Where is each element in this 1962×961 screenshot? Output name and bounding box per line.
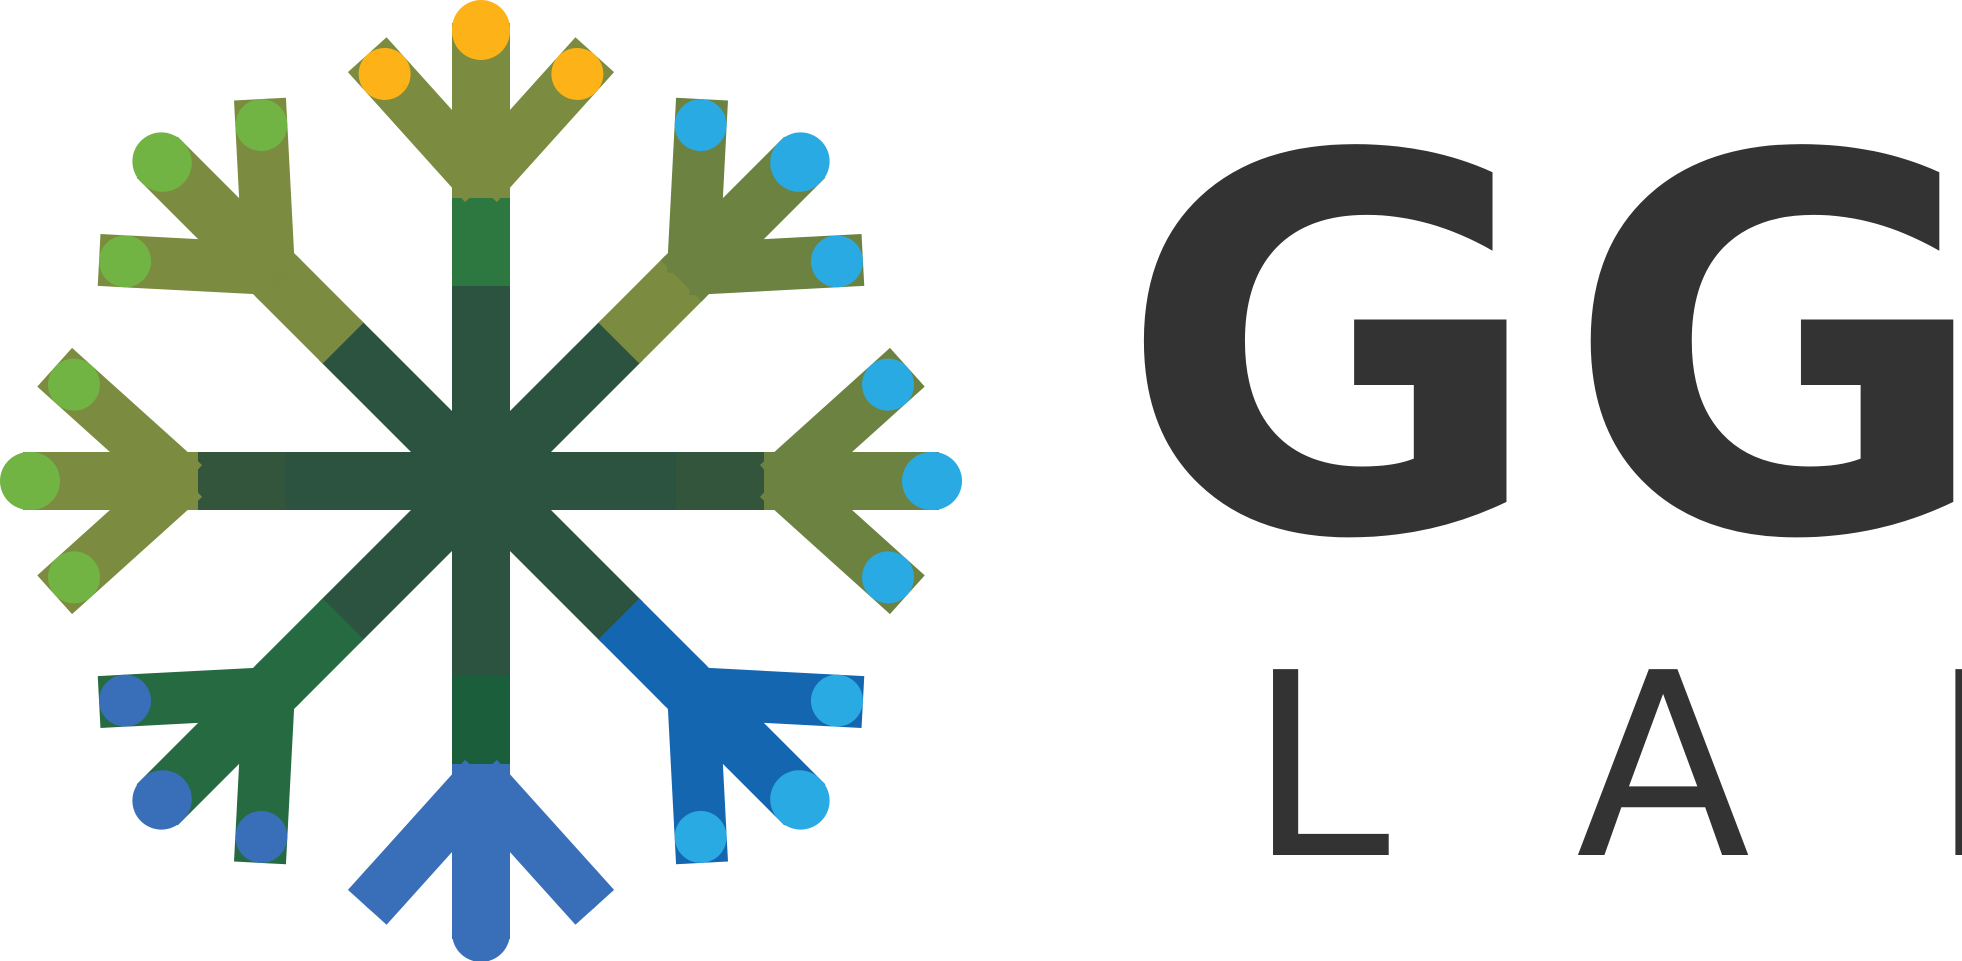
snowflake-arm bbox=[347, 481, 615, 961]
snowflake-logo-icon bbox=[0, 0, 962, 961]
snowflake-arm bbox=[0, 347, 481, 615]
arm-branch bbox=[97, 666, 276, 728]
branch-tip bbox=[235, 810, 288, 863]
branch-tip bbox=[862, 358, 915, 411]
branch-tip bbox=[862, 551, 915, 604]
snowflake-arm bbox=[460, 97, 865, 502]
arm-tip bbox=[452, 0, 510, 60]
arm-middle-segment bbox=[598, 255, 707, 364]
snowflake-arm bbox=[347, 0, 615, 481]
arm-branch bbox=[458, 37, 615, 203]
arm-middle-segment bbox=[191, 452, 286, 510]
branch-tip bbox=[47, 551, 100, 604]
branch-tip bbox=[674, 810, 727, 863]
branch-tip bbox=[551, 862, 604, 915]
arm-tip bbox=[902, 452, 962, 510]
arm-middle-segment bbox=[676, 452, 771, 510]
branch-tip bbox=[358, 862, 411, 915]
arm-branch bbox=[234, 686, 296, 865]
arm-branch bbox=[347, 759, 504, 925]
branch-tip bbox=[551, 47, 604, 100]
branch-tip bbox=[358, 47, 411, 100]
arm-tip bbox=[132, 770, 192, 830]
arm-middle-segment bbox=[452, 191, 510, 286]
arm-branch bbox=[759, 458, 925, 615]
arm-branch bbox=[686, 666, 865, 728]
snowflake-arm bbox=[481, 347, 962, 615]
branch-tip bbox=[99, 674, 152, 727]
branch-tip bbox=[810, 674, 863, 727]
branch-tip bbox=[99, 235, 152, 288]
arm-tip bbox=[132, 132, 192, 192]
arm-branch bbox=[666, 97, 728, 276]
arm-branch bbox=[97, 234, 276, 296]
arm-middle-segment bbox=[255, 255, 364, 364]
snowflake-arm bbox=[97, 460, 502, 865]
arm-branch bbox=[686, 234, 865, 296]
brand-name: GG bbox=[1118, 47, 1962, 653]
brand-subtitle: LAB bbox=[1248, 619, 1962, 916]
snowflake-arm bbox=[460, 460, 865, 865]
arm-tip bbox=[770, 132, 830, 192]
arm-branch bbox=[234, 97, 296, 276]
arm-branch bbox=[37, 347, 203, 504]
branch-tip bbox=[235, 99, 288, 152]
arm-tip bbox=[0, 452, 60, 510]
arm-tip bbox=[770, 770, 830, 830]
branch-tip bbox=[810, 235, 863, 288]
arm-middle-segment bbox=[255, 598, 364, 707]
branch-tip bbox=[674, 99, 727, 152]
branch-tip bbox=[47, 358, 100, 411]
arm-middle-segment bbox=[598, 598, 707, 707]
arm-middle-segment bbox=[452, 676, 510, 771]
arm-branch bbox=[666, 686, 728, 865]
snowflake-hub bbox=[411, 411, 551, 551]
arm-tip bbox=[452, 902, 510, 961]
